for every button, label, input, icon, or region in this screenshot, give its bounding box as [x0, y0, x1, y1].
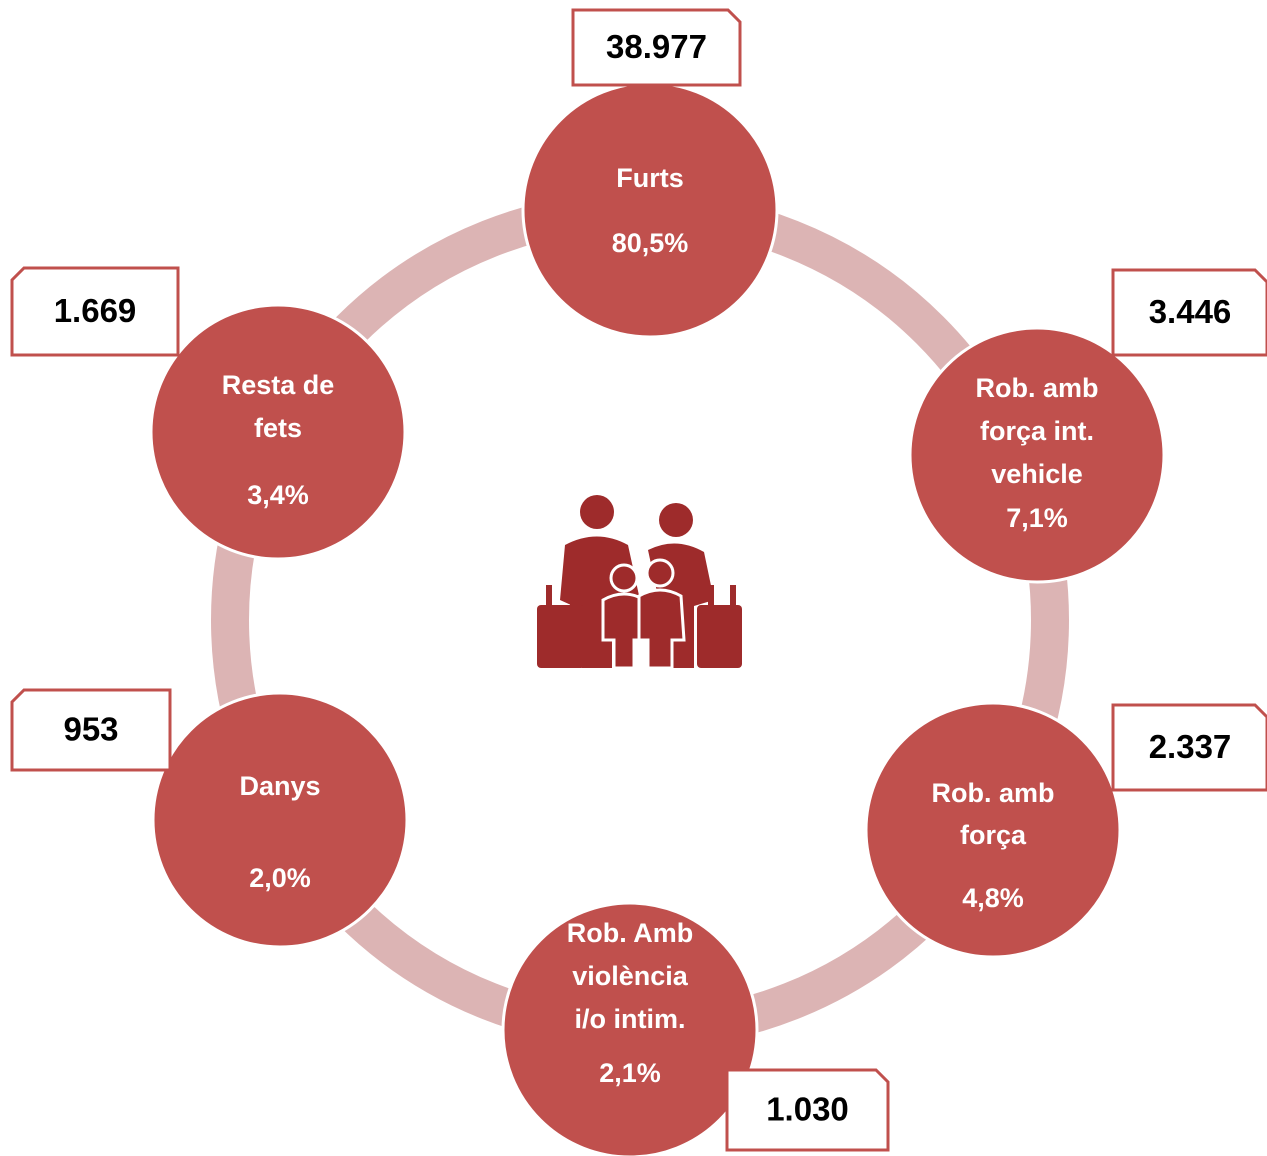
node-circle	[521, 81, 779, 339]
node-count: 953	[63, 711, 118, 748]
family-icon	[537, 495, 742, 670]
node-count: 1.030	[766, 1091, 849, 1128]
node-label: Resta de	[222, 370, 335, 400]
node-percent: 4,8%	[962, 883, 1024, 913]
node-label: Danys	[239, 771, 320, 801]
count-box	[10, 688, 172, 772]
node-label: vehicle	[991, 459, 1083, 489]
node-label: fets	[254, 413, 302, 443]
node-label: Rob. amb	[975, 373, 1098, 403]
node-label: i/o intim.	[575, 1004, 686, 1034]
node-circle	[501, 901, 759, 1156]
node-percent: 80,5%	[612, 228, 689, 258]
node-circle	[864, 701, 1122, 959]
node-percent: 3,4%	[247, 480, 309, 510]
node-percent: 7,1%	[1006, 503, 1068, 533]
count-box	[1111, 703, 1267, 792]
node-circle	[149, 303, 407, 561]
node-label: força int.	[980, 416, 1094, 446]
node-label: Rob. amb	[931, 778, 1054, 808]
node-label: Rob. Amb	[567, 918, 693, 948]
node-circle	[908, 326, 1166, 584]
count-box	[10, 266, 180, 357]
node-percent: 2,1%	[599, 1058, 661, 1088]
node-count: 38.977	[606, 28, 707, 65]
node-count: 2.337	[1149, 728, 1232, 765]
node-circle	[151, 691, 409, 949]
node-label: violència	[572, 961, 689, 991]
node-label: força	[960, 820, 1027, 850]
count-box	[1111, 268, 1267, 357]
node-count: 3.446	[1149, 293, 1232, 330]
count-box	[725, 1068, 890, 1152]
node-label: Furts	[616, 163, 684, 193]
node-percent: 2,0%	[249, 863, 311, 893]
count-box	[571, 8, 742, 87]
node-count: 1.669	[54, 292, 137, 329]
